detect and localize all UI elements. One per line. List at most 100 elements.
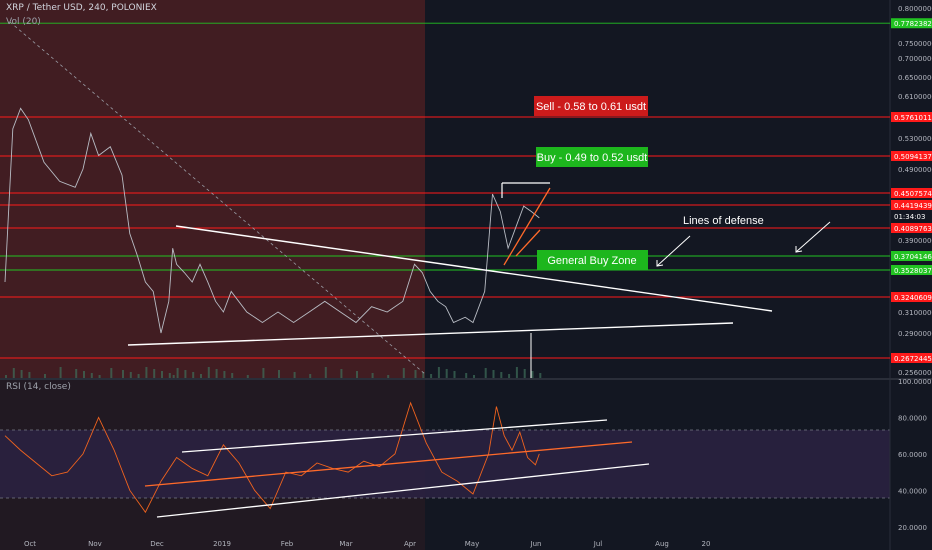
volume-bar [129, 372, 132, 378]
price-axis-tick: 0.25600000 [898, 369, 932, 377]
volume-bar [515, 367, 518, 378]
volume-bar [340, 369, 343, 378]
price-level-tag: 0.45075747 [891, 188, 932, 198]
price-axis-tick: 0.80000000 [898, 5, 932, 13]
price-level-tag: 0.77823822 [891, 18, 932, 29]
time-axis-tick: Jun [530, 540, 542, 548]
wedge-lower[interactable] [503, 187, 551, 266]
volume-bar [473, 375, 475, 378]
volume-bar [207, 367, 210, 378]
price-level-tag: 0.32406096 [891, 292, 932, 302]
rsi-band [0, 430, 890, 498]
volume-bar [523, 369, 526, 378]
volume-bar [122, 370, 124, 378]
symbol-title: XRP / Tether USD, 240, POLONIEX [6, 3, 157, 13]
price-level-value: 0.57610114 [894, 114, 932, 122]
price-level-value: 0.35280374 [894, 267, 932, 275]
volume-bar [161, 371, 163, 378]
volume-bar [465, 373, 468, 378]
rsi-channel-top[interactable] [181, 419, 608, 453]
rsi-axis-tick: 20.0000 [898, 524, 927, 532]
price-level-value: 0.45075747 [894, 190, 932, 198]
time-axis-tick: Feb [281, 540, 294, 548]
volume-indicator-label: Vol (20) [6, 17, 41, 27]
volume-bar [453, 371, 456, 378]
price-level-value: 0.26724453 [894, 355, 932, 363]
volume-bar [293, 372, 296, 378]
price-level-tag: 0.37041461 [891, 251, 932, 261]
general-buy-zone-annotation[interactable]: General Buy Zone [537, 250, 648, 270]
volume-bar [531, 371, 534, 378]
volume-bar [200, 374, 202, 378]
rsi-indicator-label: RSI (14, close) [6, 382, 71, 392]
price-axis-tick: 0.31000000 [898, 309, 932, 317]
price-level-tag: 0.44194398 [891, 200, 932, 210]
wedge-upper[interactable] [515, 229, 541, 257]
volume-bar [387, 375, 390, 378]
volume-bar [402, 368, 405, 378]
buy-annotation-text: Buy - 0.49 to 0.52 usdt [537, 152, 648, 164]
price-series [4, 107, 540, 334]
price-axis-tick: 0.75000000 [898, 40, 932, 48]
ascending-support-trendline[interactable] [127, 322, 734, 346]
price-level-tag: 0.26724453 [891, 353, 932, 363]
volume-bar [83, 371, 85, 378]
price-axis-tick: 0.49000000 [898, 166, 932, 174]
rsi-channel-bottom[interactable] [156, 463, 650, 518]
volume-bar [98, 375, 101, 378]
defense-arrow-1 [656, 235, 691, 267]
time-axis-tick: Nov [88, 540, 102, 548]
time-axis-tick: 2019 [213, 540, 231, 548]
price-level-value: 0.40897634 [894, 225, 932, 233]
volume-bar [484, 368, 487, 378]
price-level-value: 0.32406096 [894, 294, 932, 302]
volume-bar [215, 369, 218, 378]
sell-annotation[interactable]: Sell - 0.58 to 0.61 usdt [534, 96, 648, 116]
time-axis-tick: Oct [24, 540, 36, 548]
price-axis-tick: 0.61000000 [898, 93, 932, 101]
volume-bar [414, 370, 417, 378]
price-level-tag: 0.35280374 [891, 265, 932, 275]
time-axis-tick: Aug [655, 540, 669, 548]
time-axis-tick: May [465, 540, 479, 548]
price-level-tag: 01:34:03 [891, 211, 932, 221]
volume-bars [5, 367, 542, 378]
volume-bar [184, 370, 187, 378]
volume-bar [172, 375, 175, 378]
volume-bar [324, 367, 327, 378]
time-axis-tick: Apr [404, 540, 416, 548]
volume-bar [371, 373, 374, 378]
price-axis-tick: 0.39000000 [898, 237, 932, 245]
price-axis: 0.77823822 0.57610114 0.50941372 0.45075747… [891, 5, 932, 377]
volume-bar [110, 368, 113, 378]
volume-bar [145, 367, 148, 378]
descending-trendline[interactable] [175, 225, 773, 312]
bearish-shaded-zone [0, 0, 425, 378]
volume-bar [168, 373, 171, 378]
price-axis-tick: 0.29000000 [898, 330, 932, 338]
buy-annotation[interactable]: Buy - 0.49 to 0.52 usdt [536, 147, 648, 167]
volume-bar [422, 372, 425, 378]
price-level-tag: 0.57610114 [891, 112, 932, 122]
volume-bar [445, 369, 448, 378]
price-axis-tick: 0.53000000 [898, 135, 932, 143]
price-level-value: 0.44194398 [894, 202, 932, 210]
volume-bar [137, 374, 140, 378]
volume-bar [28, 372, 31, 378]
volume-bar [356, 371, 358, 378]
volume-bar [12, 368, 15, 378]
rsi-channel-mid[interactable] [144, 441, 633, 487]
volume-bar [492, 370, 495, 378]
volume-bar [44, 374, 46, 378]
lines-of-defense-text: Lines of defense [683, 215, 764, 227]
volume-bar [231, 373, 234, 378]
price-level-value: 0.37041461 [894, 253, 932, 261]
price-levels [0, 22, 890, 359]
time-axis-tick: Dec [150, 540, 164, 548]
volume-bar [246, 375, 249, 378]
price-axis-tick: 0.70000000 [898, 55, 932, 63]
rsi-axis-tick: 100.0000 [898, 378, 931, 386]
price-level-value: 0.50941372 [894, 153, 932, 161]
rsi-series [4, 401, 540, 514]
